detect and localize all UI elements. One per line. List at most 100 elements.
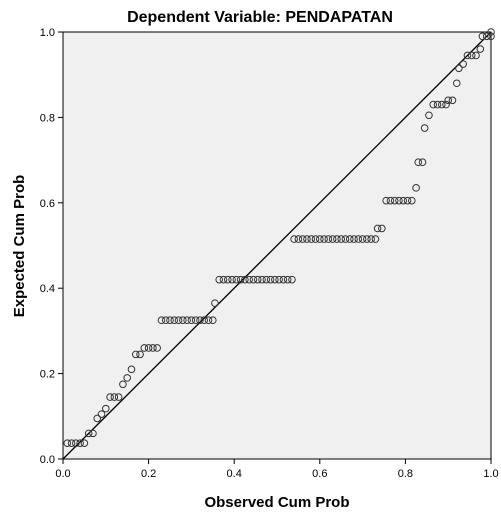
data-point bbox=[200, 316, 209, 325]
data-point bbox=[196, 316, 204, 325]
y-tick-label: 1.0 bbox=[40, 27, 55, 39]
data-point bbox=[157, 316, 166, 325]
data-point bbox=[106, 393, 114, 401]
data-point bbox=[153, 344, 161, 352]
data-point bbox=[191, 316, 200, 325]
data-point bbox=[478, 32, 487, 41]
data-point bbox=[136, 350, 144, 359]
data-point bbox=[333, 235, 341, 243]
data-point bbox=[249, 275, 258, 284]
data-point bbox=[279, 275, 288, 284]
data-point bbox=[311, 235, 320, 243]
x-tick-label: 0.6 bbox=[312, 468, 327, 480]
x-tick-label: 0.2 bbox=[141, 468, 156, 480]
data-point bbox=[437, 100, 446, 109]
x-tick-label: 0.0 bbox=[55, 468, 70, 480]
data-point bbox=[429, 100, 438, 109]
data-point bbox=[67, 439, 76, 448]
data-point bbox=[209, 316, 217, 325]
data-point bbox=[215, 275, 224, 284]
data-point bbox=[290, 235, 298, 243]
data-point bbox=[294, 235, 303, 243]
data-point bbox=[420, 124, 429, 132]
data-point bbox=[183, 316, 191, 325]
data-point bbox=[459, 60, 467, 68]
data-point bbox=[63, 439, 72, 448]
data-point bbox=[433, 100, 442, 109]
data-point bbox=[76, 439, 84, 448]
data-point bbox=[245, 275, 253, 284]
data-point bbox=[253, 275, 262, 284]
data-point bbox=[455, 64, 463, 73]
data-point bbox=[179, 316, 187, 325]
data-point bbox=[119, 380, 127, 389]
data-point bbox=[403, 196, 412, 205]
data-point bbox=[476, 45, 485, 53]
data-point bbox=[275, 275, 283, 284]
data-point bbox=[448, 96, 457, 105]
data-point bbox=[367, 235, 375, 243]
data-point bbox=[337, 235, 346, 243]
data-point bbox=[298, 235, 307, 243]
data-point bbox=[123, 374, 131, 382]
data-point bbox=[228, 275, 236, 284]
data-point bbox=[487, 32, 495, 41]
data-point bbox=[399, 196, 408, 205]
data-point bbox=[472, 51, 480, 60]
data-point bbox=[110, 393, 119, 401]
x-axis: 0.0 0.2 0.4 0.6 0.8 1.0 bbox=[55, 459, 499, 480]
data-point bbox=[127, 365, 136, 374]
data-points bbox=[63, 28, 495, 448]
data-point bbox=[72, 439, 80, 448]
data-point bbox=[373, 224, 382, 233]
data-point bbox=[341, 235, 350, 243]
data-point bbox=[307, 235, 316, 243]
data-point bbox=[386, 196, 395, 205]
y-tick-label: 0.2 bbox=[40, 369, 55, 381]
data-point bbox=[303, 235, 311, 243]
data-point bbox=[140, 344, 149, 352]
data-point bbox=[161, 316, 170, 325]
reference-line bbox=[62, 31, 492, 460]
data-point bbox=[288, 275, 296, 284]
y-tick-label: 0.0 bbox=[40, 454, 55, 466]
data-point bbox=[97, 410, 106, 418]
data-point bbox=[166, 316, 174, 325]
data-point bbox=[412, 184, 420, 192]
data-point bbox=[102, 404, 110, 413]
data-point bbox=[442, 100, 450, 109]
data-point bbox=[414, 158, 423, 167]
data-point bbox=[395, 196, 403, 205]
x-tick-label: 1.0 bbox=[483, 468, 498, 480]
data-point bbox=[487, 28, 495, 36]
data-point bbox=[241, 275, 249, 284]
y-tick-label: 0.8 bbox=[40, 112, 55, 124]
data-point bbox=[89, 429, 97, 438]
data-point bbox=[425, 111, 433, 120]
chart-title: Dependent Variable: PENDAPATAN bbox=[127, 9, 393, 26]
data-point bbox=[262, 275, 271, 284]
data-point bbox=[174, 316, 183, 325]
data-point bbox=[350, 235, 358, 243]
data-point bbox=[482, 32, 491, 41]
data-point bbox=[363, 235, 371, 243]
data-point bbox=[204, 316, 213, 325]
data-point bbox=[131, 350, 140, 359]
data-point bbox=[354, 235, 363, 243]
data-point bbox=[371, 235, 380, 243]
data-point bbox=[345, 235, 354, 243]
data-point bbox=[328, 235, 337, 243]
y-axis-label: Expected Cum Prob bbox=[11, 175, 28, 318]
y-tick-label: 0.4 bbox=[40, 283, 55, 295]
data-point bbox=[266, 275, 275, 284]
data-point bbox=[444, 96, 453, 105]
data-point bbox=[149, 344, 157, 352]
data-point bbox=[80, 439, 89, 448]
data-point bbox=[418, 158, 427, 167]
data-point bbox=[84, 429, 93, 438]
x-tick-label: 0.8 bbox=[398, 468, 413, 480]
data-point bbox=[187, 316, 196, 325]
data-point bbox=[408, 196, 416, 205]
data-point bbox=[258, 275, 266, 284]
